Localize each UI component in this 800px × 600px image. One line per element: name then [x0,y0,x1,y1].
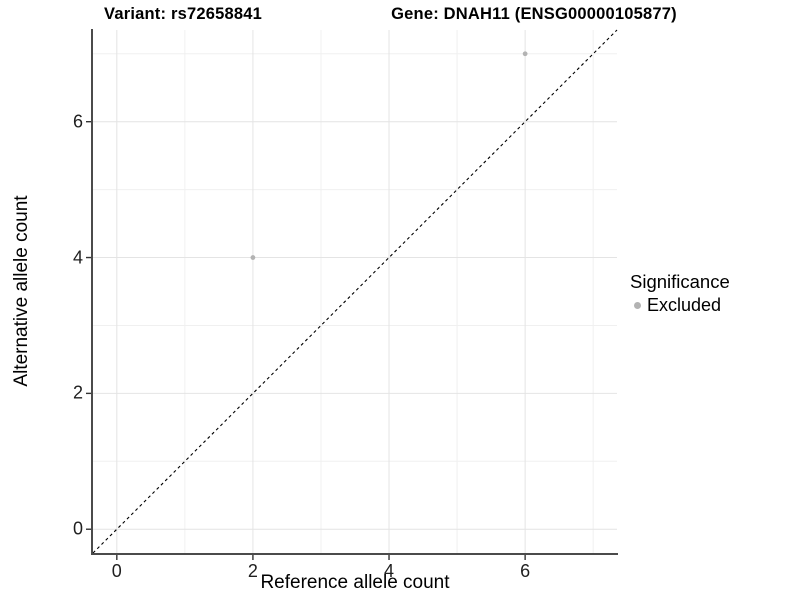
identity-dashed-line [92,29,618,554]
plot-title-gene: Gene: DNAH11 (ENSG00000105877) [391,5,677,23]
y-axis-title: Alternative allele count [11,195,32,387]
legend-title: Significance [630,271,730,292]
legend-entry-excluded: Excluded [634,295,730,316]
y-tick-label: 2 [72,382,83,403]
legend: Significance Excluded [630,271,730,316]
plot-title-variant: Variant: rs72658841 [104,5,262,23]
x-tick-label: 4 [384,561,395,581]
data-point [250,255,256,260]
x-tick-label: 0 [111,561,122,581]
x-tick-label: 6 [520,561,531,581]
x-axis-title: Reference allele count [260,572,450,593]
legend-entry-label: Excluded [647,295,722,315]
y-tick-label: 6 [72,111,83,132]
legend-point-icon [634,302,641,309]
data-point [522,51,528,57]
y-tick-label: 0 [72,518,83,539]
y-tick-label: 4 [72,247,83,268]
x-tick-label: 2 [247,561,258,581]
